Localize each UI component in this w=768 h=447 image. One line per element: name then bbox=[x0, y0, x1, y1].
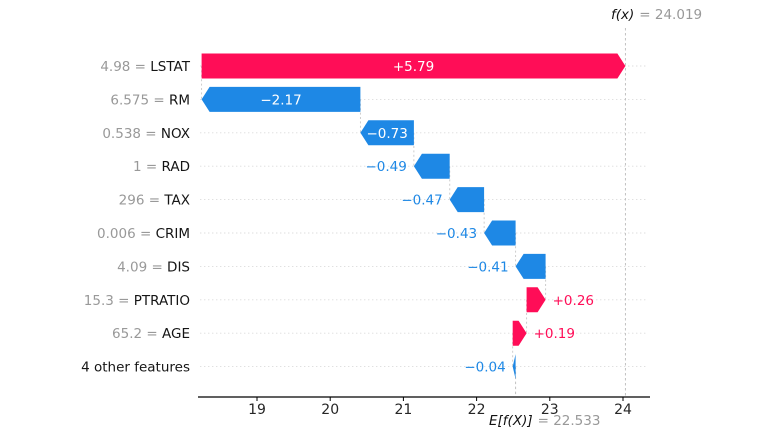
row-label-rm: 6.575 = RM bbox=[110, 92, 190, 108]
fx-label: f(x) bbox=[611, 7, 635, 23]
bar-label-ptratio: +0.26 bbox=[553, 293, 594, 309]
bar-label-rm: −2.17 bbox=[260, 92, 301, 108]
feature-name: CRIM bbox=[156, 226, 190, 242]
x-tick-label-20: 20 bbox=[321, 402, 339, 418]
x-tick-label-21: 21 bbox=[394, 402, 412, 418]
bar-label-lstat: +5.79 bbox=[393, 59, 434, 75]
bar-label-4-other-features: −0.04 bbox=[464, 360, 505, 376]
bar-ptratio bbox=[526, 287, 546, 313]
feature-name: 4 other features bbox=[81, 360, 190, 376]
base-label: E[f(X)] bbox=[489, 413, 533, 429]
bar-label-age: +0.19 bbox=[534, 326, 575, 342]
row-label-tax: 296 = TAX bbox=[119, 193, 190, 209]
feature-value: 4.09 = bbox=[117, 259, 167, 275]
bar-label-dis: −0.41 bbox=[467, 259, 508, 275]
row-label-lstat: 4.98 = LSTAT bbox=[100, 59, 190, 75]
fx-annotation: f(x) = 24.019 bbox=[611, 7, 702, 23]
feature-name: TAX bbox=[163, 193, 190, 209]
bar-label-tax: −0.47 bbox=[401, 193, 442, 209]
feature-value: 6.575 = bbox=[110, 92, 169, 108]
bar-age bbox=[512, 320, 527, 346]
row-label-nox: 0.538 = NOX bbox=[102, 126, 190, 142]
row-label-crim: 0.006 = CRIM bbox=[97, 226, 190, 242]
bar-4-other-features bbox=[512, 354, 516, 380]
bar-rad bbox=[413, 153, 450, 179]
x-tick-label-22: 22 bbox=[468, 402, 486, 418]
base-value: = 22.533 bbox=[537, 413, 601, 429]
feature-value: 4.98 = bbox=[100, 59, 150, 75]
feature-value: 15.3 = bbox=[84, 293, 134, 309]
feature-value: 0.006 = bbox=[97, 226, 156, 242]
feature-name: LSTAT bbox=[150, 59, 190, 75]
row-label-age: 65.2 = AGE bbox=[112, 326, 190, 342]
feature-name: AGE bbox=[162, 326, 190, 342]
x-tick-label-24: 24 bbox=[614, 402, 632, 418]
bar-label-nox: −0.73 bbox=[366, 126, 407, 142]
bar-rm bbox=[201, 86, 361, 112]
fx-value: = 24.019 bbox=[639, 7, 703, 23]
feature-value: 65.2 = bbox=[112, 326, 162, 342]
feature-name: PTRATIO bbox=[134, 293, 190, 309]
x-tick-label-19: 19 bbox=[248, 402, 266, 418]
feature-value: 1 = bbox=[133, 159, 161, 175]
x-tick-label-23: 23 bbox=[541, 402, 559, 418]
feature-value: 296 = bbox=[119, 193, 165, 209]
base-value-annotation: E[f(X)] = 22.533 bbox=[489, 413, 600, 429]
bar-tax bbox=[449, 187, 485, 213]
feature-name: RAD bbox=[162, 159, 190, 175]
row-label-rad: 1 = RAD bbox=[133, 159, 190, 175]
bar-crim bbox=[484, 220, 516, 246]
row-label-4-other-features: 4 other features bbox=[81, 360, 190, 376]
row-label-ptratio: 15.3 = PTRATIO bbox=[84, 293, 190, 309]
bar-label-rad: −0.49 bbox=[365, 159, 406, 175]
feature-value: 0.538 = bbox=[102, 126, 161, 142]
feature-name: RM bbox=[169, 92, 190, 108]
row-label-dis: 4.09 = DIS bbox=[117, 259, 190, 275]
bar-lstat bbox=[201, 53, 626, 79]
feature-name: DIS bbox=[167, 259, 190, 275]
feature-name: NOX bbox=[161, 126, 190, 142]
bar-nox bbox=[360, 120, 414, 146]
bar-label-crim: −0.43 bbox=[436, 226, 477, 242]
bar-dis bbox=[515, 253, 546, 279]
